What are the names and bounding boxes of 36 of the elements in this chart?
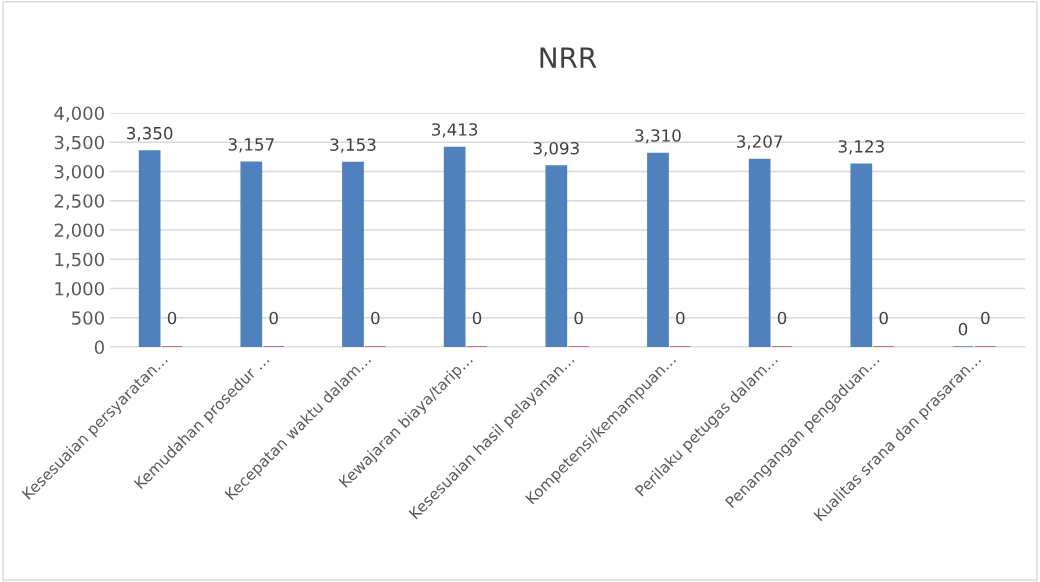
data-label: 0	[958, 322, 968, 336]
bar	[545, 165, 568, 347]
y-tick-label: 1,500	[55, 252, 104, 269]
data-label: 3,207	[737, 135, 783, 150]
data-label: 0	[167, 311, 177, 325]
bar	[342, 161, 364, 347]
y-tick-label: 3,500	[54, 135, 104, 152]
data-label: 3,157	[228, 138, 274, 153]
y-tick-label: 3,000	[54, 164, 104, 181]
y-tick-label: 2,000	[54, 223, 104, 239]
data-label: 0	[777, 311, 787, 325]
data-label: 3,310	[635, 129, 681, 144]
data-label: 3,350	[127, 126, 173, 142]
y-tick-label: 2,500	[54, 194, 104, 210]
data-label: 0	[371, 311, 380, 325]
y-tick-label: 4,000	[54, 106, 104, 122]
bar	[240, 161, 263, 347]
data-label: 0	[676, 311, 685, 325]
bar	[138, 150, 161, 347]
chart-title: NRR	[540, 47, 597, 68]
data-label: 3,153	[330, 138, 376, 153]
bar	[647, 152, 669, 347]
data-label: 0	[472, 311, 482, 325]
data-label: 3,413	[432, 123, 478, 138]
bar	[748, 158, 771, 347]
data-label: 3,093	[533, 141, 579, 157]
data-label: 0	[981, 311, 990, 325]
data-label: 0	[574, 311, 583, 325]
bar	[850, 163, 873, 347]
bar	[443, 146, 466, 347]
y-tick-label: 500	[72, 311, 104, 325]
y-tick-label: 1,000	[55, 281, 104, 298]
y-tick-label: 0	[94, 340, 104, 355]
data-label: 3,123	[838, 140, 884, 155]
data-label: 0	[269, 311, 278, 325]
data-label: 0	[879, 311, 888, 325]
